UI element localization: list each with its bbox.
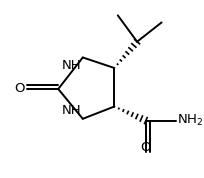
Text: O: O (14, 82, 25, 96)
Text: NH: NH (61, 104, 81, 117)
Text: O: O (141, 141, 151, 154)
Text: NH$_2$: NH$_2$ (177, 113, 204, 128)
Text: NH: NH (61, 59, 81, 72)
